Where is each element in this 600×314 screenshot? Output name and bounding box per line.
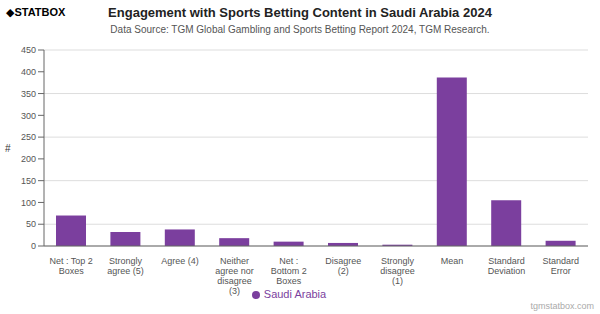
- svg-text:450: 450: [21, 45, 36, 55]
- svg-text:0: 0: [31, 241, 36, 251]
- svg-text:100: 100: [21, 198, 36, 208]
- svg-text:StandardError: StandardError: [543, 256, 580, 276]
- svg-text:300: 300: [21, 111, 36, 121]
- svg-text:Mean: Mean: [441, 256, 464, 266]
- html-text:Engagement with Sports Betting: Engagement with Sports Betting Content i…: [108, 5, 492, 20]
- svg-text:Stronglydisagree(1): Stronglydisagree(1): [380, 256, 415, 286]
- svg-text:350: 350: [21, 89, 36, 99]
- svg-text:400: 400: [21, 67, 36, 77]
- svg-text:Agree (4): Agree (4): [161, 256, 199, 266]
- svg-text:Net :Bottom 2Boxes: Net :Bottom 2Boxes: [271, 256, 307, 286]
- html-text:◆STATBOX: ◆STATBOX: [6, 6, 66, 18]
- svg-text:Disagree(2): Disagree(2): [325, 256, 361, 276]
- html-text:Saudi Arabia: Saudi Arabia: [263, 288, 327, 300]
- svg-text:#: #: [8, 143, 11, 154]
- svg-text:200: 200: [21, 154, 36, 164]
- svg-text:Neitheragree nordisagree(3): Neitheragree nordisagree(3): [215, 256, 254, 296]
- svg-text:250: 250: [21, 132, 36, 142]
- svg-text:Stronglyagree (5): Stronglyagree (5): [107, 256, 144, 276]
- svg-text:150: 150: [21, 176, 36, 186]
- svg-text:Net : Top 2Boxes: Net : Top 2Boxes: [50, 256, 93, 276]
- svg-text:50: 50: [26, 219, 36, 229]
- html-text:Data Source: TGM Global Gambli: Data Source: TGM Global Gambling and Spo…: [110, 24, 490, 35]
- html-text:tgmstatbox.com: tgmstatbox.com: [530, 301, 594, 311]
- svg-text:StandardDeviation: StandardDeviation: [488, 256, 526, 276]
